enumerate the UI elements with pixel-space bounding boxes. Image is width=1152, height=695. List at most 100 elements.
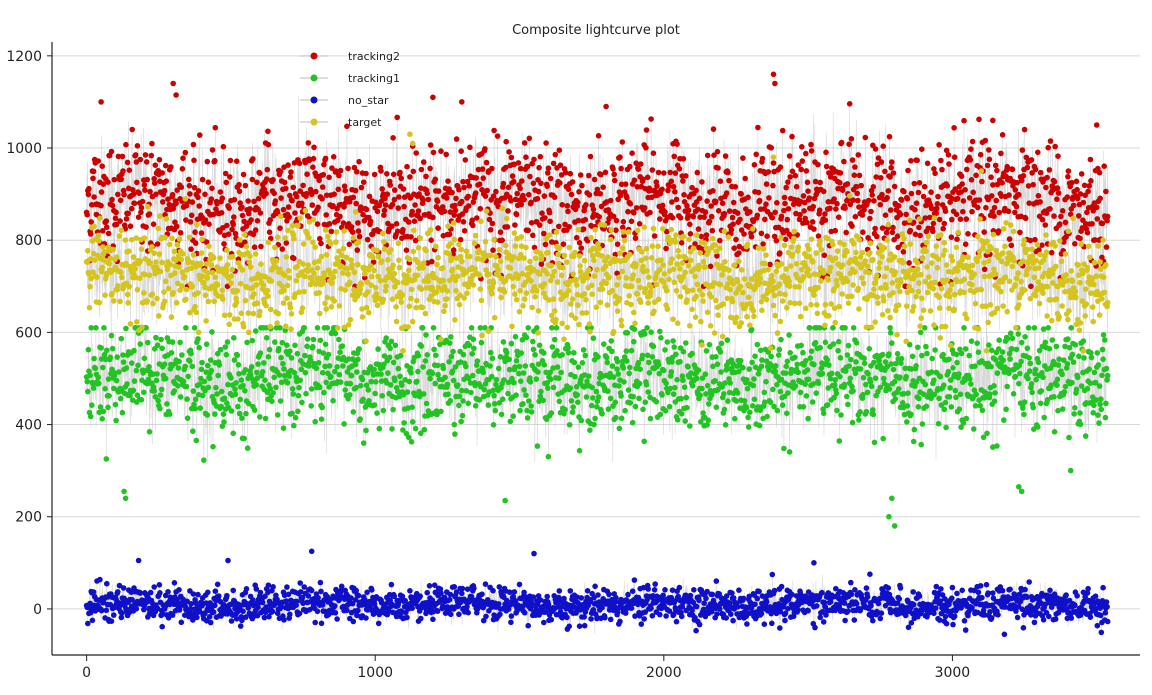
point-tracking2 <box>164 178 170 184</box>
point-no_star <box>608 617 614 623</box>
point-tracking2 <box>473 175 479 181</box>
point-tracking2 <box>236 182 242 188</box>
point-tracking1 <box>714 404 720 410</box>
point-tracking2 <box>535 196 541 202</box>
point-tracking1 <box>584 394 590 400</box>
point-tracking1 <box>832 377 838 383</box>
point-tracking1 <box>260 369 266 375</box>
point-tracking1 <box>936 421 942 427</box>
point-tracking1 <box>830 325 836 331</box>
point-tracking2 <box>884 195 890 201</box>
point-tracking1 <box>1096 420 1102 426</box>
point-tracking2 <box>793 173 799 179</box>
point-tracking1 <box>854 340 860 346</box>
point-tracking1 <box>657 329 663 335</box>
point-tracking1 <box>609 338 615 344</box>
point-tracking1 <box>1100 356 1106 362</box>
point-tracking1 <box>413 426 419 432</box>
point-tracking1 <box>414 379 420 385</box>
point-tracking2 <box>237 189 243 195</box>
point-tracking2 <box>909 191 915 197</box>
point-tracking1 <box>1089 355 1095 361</box>
point-tracking1 <box>480 370 486 376</box>
point-tracking1 <box>880 436 886 442</box>
point-tracking2 <box>878 202 884 208</box>
point-tracking1 <box>637 381 643 387</box>
point-tracking1 <box>1054 382 1060 388</box>
point-tracking1 <box>627 365 633 371</box>
point-tracking1 <box>299 400 305 406</box>
point-tracking1 <box>846 343 852 349</box>
point-no_star <box>755 596 761 602</box>
point-no_star <box>369 587 375 593</box>
point-tracking1 <box>146 364 152 370</box>
point-no_star <box>460 586 466 592</box>
point-tracking2 <box>180 155 186 161</box>
point-tracking1 <box>290 386 296 392</box>
point-tracking1 <box>489 374 495 380</box>
point-tracking2 <box>888 207 894 213</box>
point-tracking1 <box>278 398 284 404</box>
point-tracking2 <box>413 150 419 156</box>
point-tracking2 <box>206 179 212 185</box>
point-no_star <box>512 589 518 595</box>
point-tracking2 <box>709 214 715 220</box>
point-tracking2 <box>656 170 662 176</box>
point-tracking2 <box>501 181 507 187</box>
point-tracking2 <box>787 153 793 159</box>
point-tracking1 <box>559 352 565 358</box>
point-tracking1 <box>823 340 829 346</box>
point-tracking1 <box>206 385 212 391</box>
point-tracking2 <box>759 231 765 237</box>
point-tracking2 <box>832 228 838 234</box>
point-tracking1 <box>842 382 848 388</box>
point-tracking2 <box>786 206 792 212</box>
point-tracking2 <box>190 199 196 205</box>
point-tracking2 <box>183 150 189 156</box>
point-no_star <box>452 584 458 590</box>
point-tracking1 <box>383 335 389 341</box>
point-tracking2 <box>789 134 795 140</box>
point-tracking2 <box>678 215 684 221</box>
point-tracking1 <box>319 416 325 422</box>
point-tracking1 <box>580 360 586 366</box>
point-tracking2 <box>873 146 879 152</box>
point-tracking1 <box>233 392 239 398</box>
point-tracking1 <box>873 375 879 381</box>
point-tracking1 <box>615 359 621 365</box>
point-tracking1 <box>1071 411 1077 417</box>
point-tracking1 <box>516 371 522 377</box>
point-no_star <box>577 623 583 629</box>
point-tracking2 <box>1043 222 1049 228</box>
point-tracking1 <box>139 397 145 403</box>
point-tracking1 <box>531 347 537 353</box>
point-tracking2 <box>615 241 621 247</box>
point-tracking2 <box>91 194 97 200</box>
point-tracking1 <box>863 382 869 388</box>
point-tracking1 <box>969 338 975 344</box>
point-tracking2 <box>467 183 473 189</box>
point-tracking1 <box>915 345 921 351</box>
point-tracking2 <box>246 211 252 217</box>
point-tracking2 <box>629 150 635 156</box>
point-tracking2 <box>294 194 300 200</box>
point-no_star <box>864 585 870 591</box>
point-tracking2 <box>817 207 823 213</box>
point-tracking2 <box>804 168 810 174</box>
point-tracking1 <box>1022 334 1028 340</box>
point-tracking2 <box>1077 236 1083 242</box>
point-tracking2 <box>112 177 118 183</box>
point-tracking2 <box>742 176 748 182</box>
point-no_star <box>522 610 528 616</box>
point-tracking1 <box>506 357 512 363</box>
point-tracking1 <box>953 395 959 401</box>
point-tracking2 <box>652 233 658 239</box>
point-tracking2 <box>810 219 816 225</box>
point-tracking1 <box>966 353 972 359</box>
point-tracking1 <box>891 367 897 373</box>
point-no_star <box>762 621 768 627</box>
point-tracking2 <box>634 205 640 211</box>
point-tracking1 <box>490 356 496 362</box>
point-tracking1 <box>805 367 811 373</box>
